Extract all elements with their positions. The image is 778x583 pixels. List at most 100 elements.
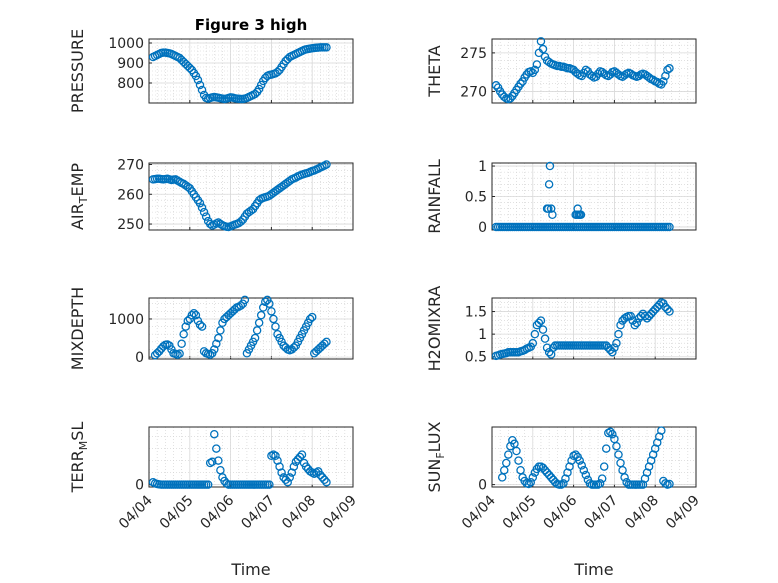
data-point — [657, 426, 666, 435]
subplot-4: 0 1000 MIXDEPTH — [68, 287, 354, 370]
data-point — [630, 320, 640, 330]
data-point — [277, 468, 286, 477]
y-axis-label-part: SL — [68, 422, 87, 441]
y-tick-label: 0 — [135, 350, 144, 366]
data-point — [612, 441, 621, 451]
x-tick-label: 04/08 — [279, 493, 319, 533]
y-axis-label: AIRTEMP — [68, 163, 90, 230]
data-point — [254, 84, 264, 94]
data-point — [526, 477, 536, 487]
data-point — [532, 464, 542, 474]
data-point — [540, 334, 550, 343]
data-point — [542, 468, 552, 477]
data-point — [205, 350, 215, 360]
y-axis-label-subscript: M — [77, 441, 90, 451]
data-point — [203, 480, 213, 489]
x-tick-label: 04/08 — [622, 493, 662, 533]
data-point — [538, 463, 548, 473]
y-tick-label: 270 — [460, 84, 487, 100]
data-point — [536, 37, 546, 46]
y-tick-label: 0 — [135, 478, 144, 494]
x-tick-label: 04/07 — [238, 493, 278, 533]
data-point — [236, 217, 246, 226]
data-point — [201, 212, 211, 221]
data-point — [195, 320, 205, 329]
data-point — [183, 316, 193, 326]
data-point — [216, 326, 225, 335]
data-point — [663, 65, 672, 75]
data-point — [538, 44, 548, 54]
data-point — [250, 89, 260, 99]
data-point — [571, 450, 580, 459]
data-point — [544, 204, 553, 213]
axes-box — [491, 297, 697, 360]
data-point — [644, 73, 654, 82]
data-point — [289, 343, 299, 352]
data-point — [506, 94, 515, 103]
data-point — [614, 329, 623, 339]
data-point — [512, 446, 521, 456]
data-point — [205, 219, 215, 229]
y-tick-label: 1000 — [108, 312, 144, 328]
data-point — [575, 456, 584, 465]
subplot-6: 04/04 04/05 04/06 04/07 04/08 04/09 0 TERRMSL — [68, 422, 360, 533]
data-point — [528, 473, 538, 482]
data-point — [546, 204, 556, 213]
data-point — [281, 475, 290, 485]
data-point — [265, 299, 274, 308]
x-axis-label-right: Time — [573, 560, 613, 579]
data-point — [195, 80, 205, 90]
data-point — [648, 75, 658, 85]
data-point — [530, 329, 540, 339]
data-point — [322, 43, 331, 52]
data-point — [285, 473, 295, 482]
y-tick-label: 1 — [478, 159, 487, 175]
y-axis-label: THETA — [425, 45, 444, 97]
y-tick-label: 0.5 — [465, 350, 487, 366]
data-point — [197, 85, 207, 95]
data-point — [665, 307, 674, 316]
data-point — [652, 77, 662, 87]
data-point — [210, 429, 219, 439]
y-tick-label: 1.5 — [465, 305, 487, 321]
data-point — [614, 450, 623, 459]
data-point — [175, 349, 184, 358]
data-point — [634, 71, 644, 81]
data-point — [544, 470, 554, 480]
y-tick-label: 1 — [478, 327, 487, 343]
axes-box — [491, 38, 697, 104]
data-point — [595, 479, 605, 488]
x-tick-label: 04/04 — [116, 492, 156, 532]
figure-title: Figure 3 high — [195, 16, 308, 34]
x-tick-label: 04/07 — [581, 493, 621, 533]
data-point — [159, 342, 168, 351]
data-point — [545, 161, 555, 171]
data-point — [187, 310, 197, 320]
data-point — [254, 318, 264, 328]
data-point — [283, 477, 292, 487]
y-axis-label: TERRMSL — [68, 422, 90, 494]
data-point — [579, 465, 589, 475]
data-point — [514, 456, 523, 465]
axes-box — [148, 162, 354, 231]
data-point — [544, 180, 554, 189]
data-point — [267, 307, 276, 316]
data-point — [606, 427, 615, 437]
data-point — [181, 322, 190, 331]
subplot-5: 0.5 1 1.5 H2OMIXRA — [425, 286, 697, 371]
y-axis-label-subscript: T — [77, 196, 90, 204]
x-tick-label: 04/06 — [198, 492, 238, 532]
data-point — [279, 473, 288, 482]
y-axis-label-part: LUX — [425, 421, 444, 452]
y-axis-label: RAINFALL — [425, 159, 444, 234]
data-point — [301, 462, 311, 471]
data-point — [195, 198, 205, 208]
data-point — [612, 338, 621, 348]
data-point — [538, 325, 548, 334]
data-point — [573, 69, 582, 78]
data-point — [252, 326, 262, 335]
data-point — [320, 339, 329, 348]
data-point — [559, 479, 568, 488]
data-point — [191, 71, 201, 81]
